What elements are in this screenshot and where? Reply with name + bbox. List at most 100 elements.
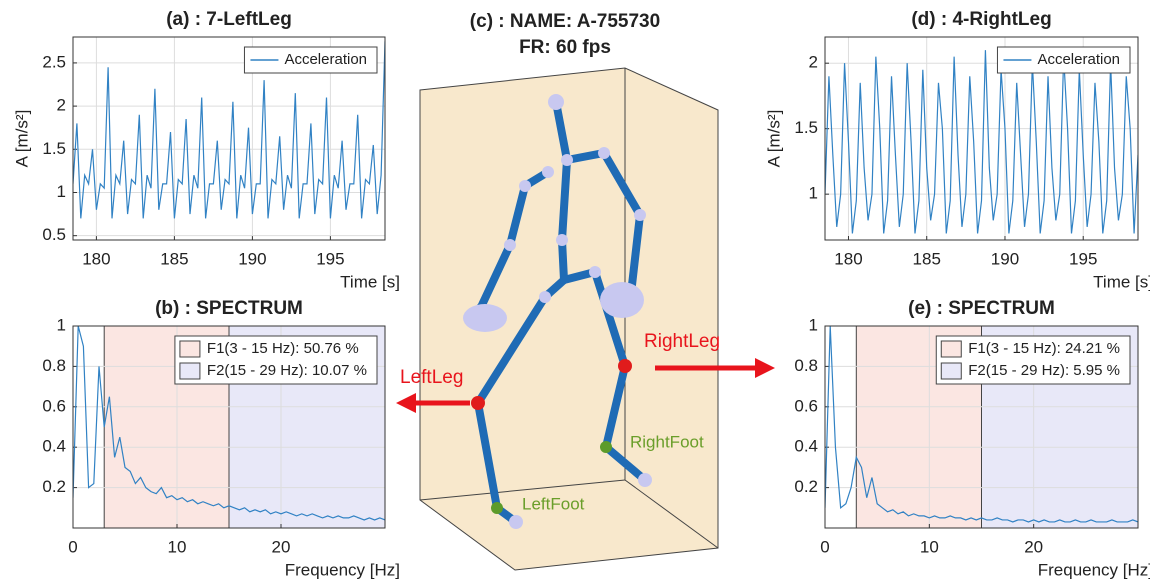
chart: 0 10 20 0.2 0.4 0.6 0.8 1 (e) : SPECTRUM Frequenc… [794, 298, 1150, 579]
y-tick-label: 0.6 [794, 396, 818, 415]
y-tick-label: 0.4 [794, 437, 818, 456]
x-tick-label: 195 [1069, 249, 1097, 268]
chart-title: (d) : 4-RightLeg [911, 9, 1051, 30]
x-tick-label: 195 [316, 249, 344, 268]
arrow-head [396, 393, 416, 413]
right-knee [618, 359, 632, 373]
legend-label: F2(15 - 29 Hz): 5.95 % [968, 362, 1120, 379]
joint [638, 473, 652, 487]
y-tick-label: 1 [809, 315, 818, 334]
data-line [825, 326, 1138, 523]
plot-frame [824, 36, 1139, 241]
x-tick-label: 20 [272, 537, 291, 556]
y-tick-label: 0.8 [794, 356, 818, 375]
x-axis-label: Frequency [Hz] [285, 560, 400, 579]
data-line [825, 50, 1138, 234]
joints [463, 94, 652, 529]
legend-label: F2(15 - 29 Hz): 10.07 % [207, 362, 367, 379]
x-tick-label: 10 [920, 537, 939, 556]
legend: F1(3 - 15 Hz): 50.76 % F2(15 - 29 Hz): 10… [174, 335, 378, 385]
joint [598, 147, 610, 159]
label: RightFoot [630, 432, 704, 451]
y-tick-label: 1.5 [794, 118, 818, 137]
data-line [73, 326, 385, 521]
x-tick-label: 0 [68, 537, 77, 556]
x-axis-label: Time [s] [1093, 272, 1150, 291]
y-axis-label: A [m/s²] [764, 110, 783, 168]
y-tick-label: 1 [809, 184, 818, 203]
y-tick-label: 0.4 [42, 437, 66, 456]
y-axis-label: A [m/s²] [12, 110, 31, 168]
y-tick-label: 0.2 [42, 477, 66, 496]
legend-box [174, 335, 378, 385]
label: RightLeg [644, 331, 720, 352]
plot-frame [824, 325, 1139, 529]
y-tick-label: 2.5 [42, 52, 66, 71]
left-hand [463, 304, 507, 332]
y-tick-label: 0.8 [42, 356, 66, 375]
spine [552, 98, 572, 284]
legend-swatch [940, 362, 962, 380]
legend-label: F1(3 - 15 Hz): 24.21 % [968, 340, 1120, 357]
chart: 180 185 190 195 1 1.5 2 (d) : 4-RightLeg Time [s… [764, 9, 1150, 291]
joint [634, 209, 646, 221]
chart-title: (e) : SPECTRUM [908, 298, 1055, 319]
y-tick-label: 2 [809, 53, 818, 72]
legend: Acceleration [243, 46, 378, 74]
x-axis-label: Time [s] [340, 272, 400, 291]
skeleton-panel: (c) : NAME: A-755730 FR: 60 fps LeftLeg … [396, 11, 775, 571]
joint [548, 94, 564, 110]
joint [504, 239, 516, 251]
legend-swatch [940, 340, 962, 358]
x-tick-label: 20 [1024, 537, 1043, 556]
legend-box [935, 335, 1131, 385]
y-tick-label: 0.2 [794, 477, 818, 496]
joint [556, 234, 568, 246]
chart-title: (b) : SPECTRUM [155, 298, 303, 319]
plot-frame [72, 325, 386, 529]
y-tick-label: 0.5 [42, 225, 66, 244]
chart: 0 10 20 0.2 0.4 0.6 0.8 1 (b) : SPECTRUM Frequenc… [42, 298, 400, 579]
panel-title: (c) : NAME: A-755730 [470, 11, 660, 32]
y-tick-label: 1.5 [42, 139, 66, 158]
legend-swatch [179, 362, 201, 380]
data-line [73, 41, 385, 219]
y-tick-label: 1 [57, 315, 66, 334]
joint [509, 515, 523, 529]
plot-frame [72, 36, 386, 241]
legend-label: Acceleration [284, 51, 367, 68]
box-edge [419, 479, 626, 501]
legend-swatch [179, 340, 201, 358]
legend-label: F1(3 - 15 Hz): 50.76 % [207, 340, 359, 357]
x-tick-label: 190 [238, 249, 266, 268]
joint [519, 180, 531, 192]
x-tick-label: 180 [82, 249, 110, 268]
x-tick-label: 185 [160, 249, 188, 268]
right-hand [600, 282, 644, 318]
chart: 180 185 190 195 0.5 1 1.5 2 2.5 (a) : 7-LeftLeg Ti… [12, 9, 400, 291]
joint [542, 166, 554, 178]
x-tick-label: 10 [168, 537, 187, 556]
right-foot [600, 441, 612, 453]
label: LeftFoot [522, 494, 585, 513]
x-tick-label: 0 [820, 537, 829, 556]
y-tick-label: 1 [57, 182, 66, 201]
legend-label: Acceleration [1037, 51, 1120, 68]
box-edge [624, 479, 719, 549]
label: LeftLeg [400, 367, 463, 388]
y-tick-label: 2 [57, 96, 66, 115]
left-foot [491, 502, 503, 514]
arrow-head [755, 358, 775, 378]
joint [539, 291, 551, 303]
x-axis-label: Frequency [Hz] [1038, 560, 1150, 579]
left-knee [471, 396, 485, 410]
legend: Acceleration [996, 46, 1131, 74]
joint [561, 154, 573, 166]
legend: F1(3 - 15 Hz): 24.21 % F2(15 - 29 Hz): 5.… [935, 335, 1131, 385]
x-tick-label: 180 [834, 249, 862, 268]
x-tick-label: 185 [913, 249, 941, 268]
panel-subtitle: FR: 60 fps [519, 37, 611, 58]
chart-title: (a) : 7-LeftLeg [166, 9, 292, 30]
y-tick-label: 0.6 [42, 396, 66, 415]
